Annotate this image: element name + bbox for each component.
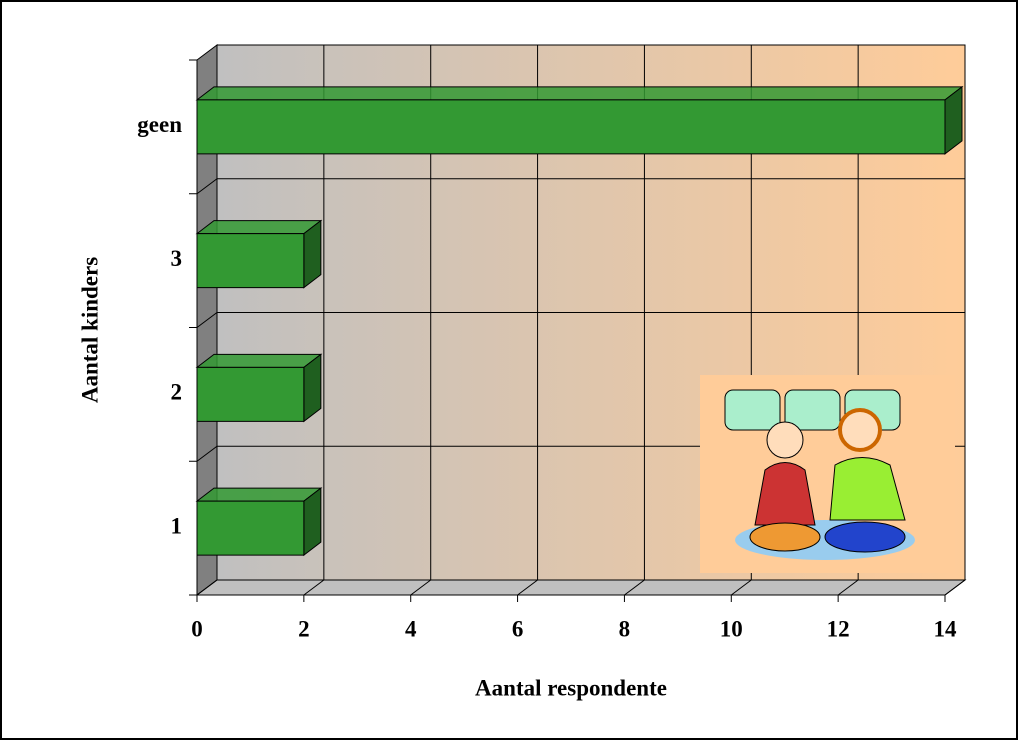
chair <box>784 389 841 431</box>
floor <box>195 579 967 596</box>
bar-top <box>195 86 964 101</box>
bar-top <box>195 487 323 502</box>
bar-top <box>195 220 323 235</box>
x-tick-label: 4 <box>405 616 417 641</box>
boy-body <box>829 457 906 521</box>
bar <box>196 366 305 422</box>
x-tick-label: 2 <box>298 616 310 641</box>
girl-head <box>766 421 804 459</box>
x-axis-title: Aantal respondente <box>475 675 667 700</box>
x-tick-label: 14 <box>934 616 958 641</box>
x-tick-label: 6 <box>512 616 524 641</box>
floor-grid-line <box>944 579 966 596</box>
clipart <box>700 375 955 573</box>
floor-grid-line <box>517 579 538 596</box>
band-line-side <box>196 445 218 462</box>
floor-grid-line <box>624 579 645 596</box>
floor-grid-line <box>303 579 325 596</box>
y-tick-label: geen <box>137 112 182 137</box>
girl-legs <box>749 522 821 552</box>
band-line-side <box>196 178 218 195</box>
bar <box>196 500 305 556</box>
floor-grid-line <box>196 579 218 596</box>
x-tick-label: 12 <box>827 616 850 641</box>
bar <box>196 99 946 155</box>
y-axis-title: Aantal kinders <box>77 257 102 403</box>
floor-grid-line <box>410 579 432 596</box>
chair <box>724 389 781 431</box>
girl-body <box>754 462 816 526</box>
x-tick-label: 8 <box>619 616 631 641</box>
floor-grid-line <box>730 579 752 596</box>
band-line-side <box>196 312 218 328</box>
y-tick-label: 1 <box>171 513 183 538</box>
bar <box>196 233 305 289</box>
x-tick-label: 10 <box>720 616 743 641</box>
bar-top <box>195 353 323 368</box>
x-tick-label: 0 <box>191 616 203 641</box>
boy-legs <box>824 521 906 553</box>
boy-head <box>838 408 882 452</box>
y-tick-label: 2 <box>171 380 183 405</box>
y-tick-label: 3 <box>171 246 183 271</box>
floor-grid-line <box>837 579 859 596</box>
